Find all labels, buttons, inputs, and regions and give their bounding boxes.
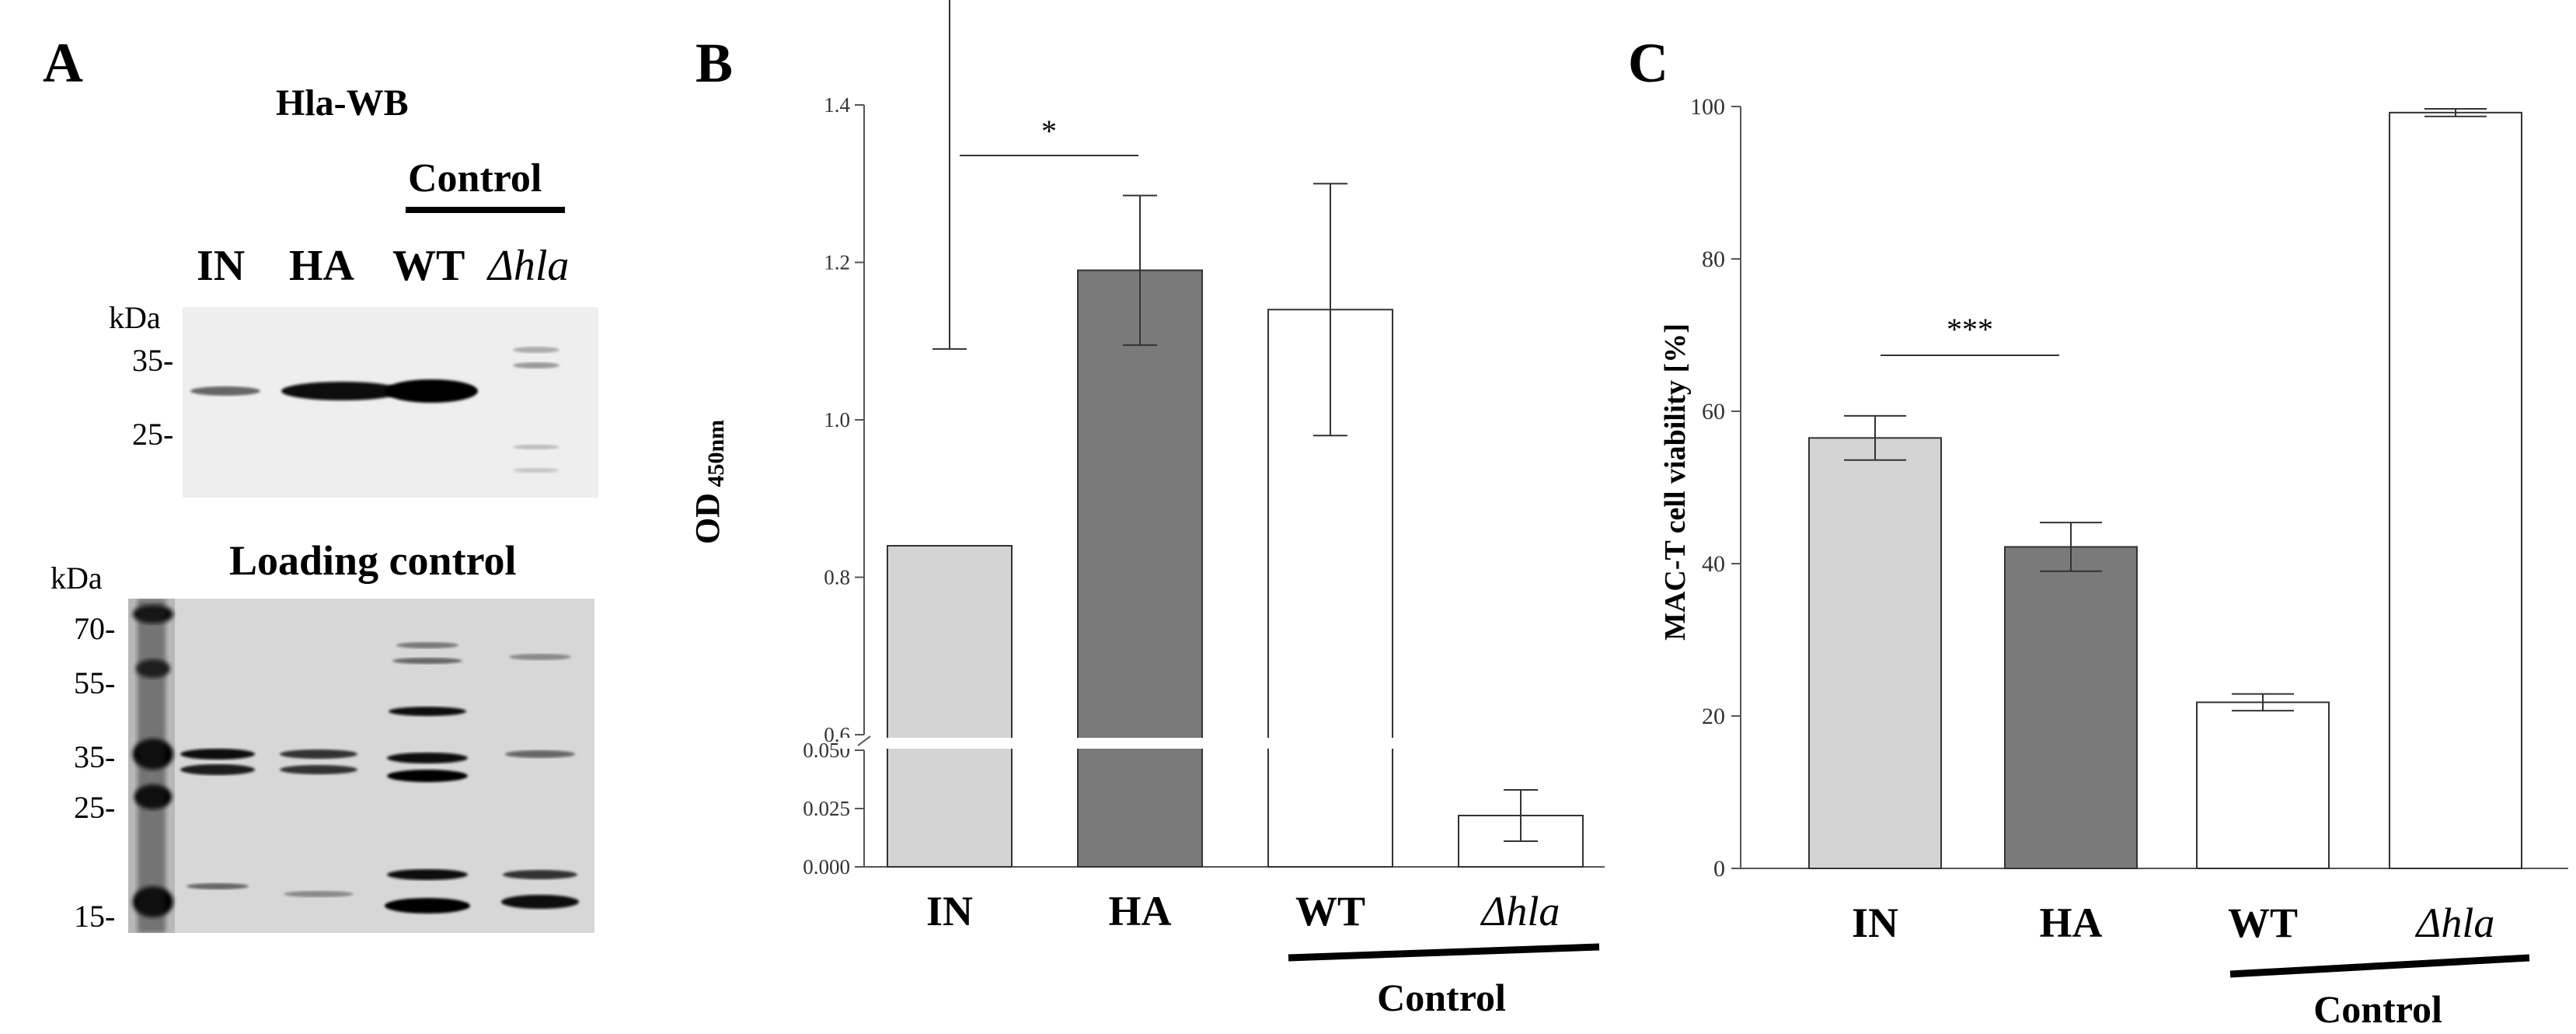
- x-tick-label-in: IN: [926, 888, 973, 934]
- loading-control-title: Loading control: [229, 537, 517, 584]
- y-tick-label-upper: 1.2: [824, 251, 850, 274]
- significance-label: ***: [1947, 312, 1993, 347]
- control-underline-a: [406, 207, 565, 213]
- y-axis-label-main: OD: [688, 493, 727, 544]
- control-label-b: Control: [1377, 976, 1506, 1019]
- y-tick-label-upper: 1.0: [824, 408, 850, 431]
- axis-break-gap: [841, 738, 1610, 749]
- x-tick-label-hla: Δhla: [2415, 900, 2495, 946]
- loading-control-gel-image: [128, 599, 594, 933]
- wb-title: Hla-WB: [276, 82, 409, 124]
- y-axis-label: MAC-T cell viability [%]: [1659, 323, 1692, 641]
- y-tick-label: 20: [1702, 704, 1725, 729]
- y-axis-label-subscript: 450nm: [703, 420, 729, 493]
- y-tick-label-lower: 0.000: [803, 855, 850, 879]
- control-underline-c: [2229, 954, 2530, 978]
- bar-ha: [1077, 269, 1203, 868]
- y-tick-label-upper: 0.8: [824, 566, 850, 589]
- y-tick-label: 0: [1713, 856, 1725, 882]
- x-tick-label-ha: HA: [2040, 900, 2103, 946]
- bar-in: [887, 545, 1013, 868]
- panel-c-letter: C: [1628, 32, 1668, 94]
- bar-ha: [2004, 546, 2138, 869]
- y-axis-label: OD 450nm: [688, 420, 729, 544]
- x-tick-label-wt: WT: [2228, 900, 2298, 946]
- y-tick-label: 80: [1702, 246, 1725, 272]
- wb-marker-35: 35-: [132, 343, 174, 378]
- x-tick-label-wt: WT: [1295, 888, 1365, 934]
- y-tick-label: 60: [1702, 399, 1725, 424]
- y-tick-label-lower: 0.025: [803, 797, 850, 820]
- lane-label-in: IN: [197, 242, 246, 290]
- significance-label: *: [1041, 114, 1057, 148]
- loading-marker-70: 70-: [74, 611, 116, 646]
- lane-label-ha: HA: [289, 242, 354, 290]
- lane-label-wt: WT: [392, 242, 465, 290]
- axis-break-mark: [857, 735, 871, 746]
- panel-a-letter: A: [43, 32, 83, 94]
- kda-label-loading: kDa: [51, 561, 103, 596]
- lane-label-dhla: Δhla: [488, 242, 570, 290]
- y-tick-label: 100: [1690, 94, 1725, 120]
- wb-marker-25: 25-: [132, 417, 174, 452]
- y-tick-label: 40: [1702, 551, 1725, 577]
- bar-hla: [2389, 111, 2522, 869]
- bar-wt: [2196, 701, 2330, 869]
- loading-marker-35: 35-: [74, 739, 116, 774]
- loading-marker-55: 55-: [74, 665, 116, 700]
- control-label-c: Control: [2313, 987, 2442, 1031]
- x-tick-label-ha: HA: [1109, 888, 1172, 934]
- kda-label-wb: kDa: [109, 300, 161, 335]
- control-underline-b: [1288, 943, 1600, 962]
- bar-in: [1808, 437, 1942, 869]
- x-tick-label-in: IN: [1852, 900, 1898, 946]
- control-label-a: Control: [408, 156, 542, 201]
- loading-marker-25: 25-: [74, 790, 116, 825]
- x-tick-label-hla: Δhla: [1480, 888, 1560, 934]
- panel-b-letter: B: [695, 32, 734, 94]
- western-blot-image: [183, 307, 598, 498]
- loading-marker-15: 15-: [74, 899, 116, 934]
- y-tick-label-upper: 1.4: [824, 93, 850, 117]
